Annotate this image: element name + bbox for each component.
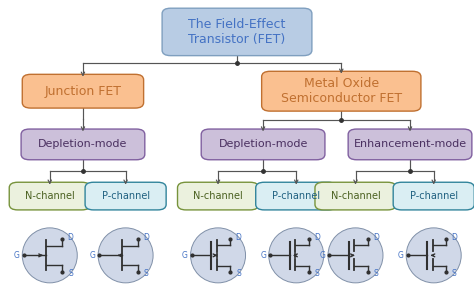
Ellipse shape	[191, 228, 246, 283]
Text: P-channel: P-channel	[410, 191, 458, 201]
Text: D: D	[451, 233, 457, 242]
Text: The Field-Effect
Transistor (FET): The Field-Effect Transistor (FET)	[188, 18, 286, 46]
Ellipse shape	[406, 228, 461, 283]
FancyBboxPatch shape	[162, 8, 312, 56]
Text: P-channel: P-channel	[101, 191, 150, 201]
Text: G: G	[319, 251, 326, 260]
FancyBboxPatch shape	[177, 182, 259, 210]
Text: D: D	[67, 233, 73, 242]
Text: S: S	[144, 269, 149, 278]
FancyBboxPatch shape	[21, 129, 145, 160]
Ellipse shape	[269, 228, 324, 283]
Text: G: G	[260, 251, 266, 260]
Text: D: D	[314, 233, 320, 242]
Text: G: G	[90, 251, 96, 260]
Text: Metal Oxide
Semiconductor FET: Metal Oxide Semiconductor FET	[281, 77, 402, 105]
FancyBboxPatch shape	[348, 129, 472, 160]
Text: D: D	[373, 233, 379, 242]
Text: S: S	[374, 269, 379, 278]
Text: S: S	[68, 269, 73, 278]
Text: Depletion-mode: Depletion-mode	[38, 140, 128, 149]
Text: G: G	[14, 251, 20, 260]
FancyBboxPatch shape	[22, 74, 144, 108]
Text: G: G	[182, 251, 188, 260]
FancyBboxPatch shape	[393, 182, 474, 210]
Text: S: S	[452, 269, 457, 278]
Ellipse shape	[328, 228, 383, 283]
FancyBboxPatch shape	[262, 71, 421, 111]
FancyBboxPatch shape	[315, 182, 396, 210]
Text: N-channel: N-channel	[25, 191, 74, 201]
Text: D: D	[143, 233, 149, 242]
Text: P-channel: P-channel	[272, 191, 320, 201]
Text: Enhancement-mode: Enhancement-mode	[354, 140, 466, 149]
Text: N-channel: N-channel	[193, 191, 243, 201]
Text: D: D	[236, 233, 242, 242]
Text: Depletion-mode: Depletion-mode	[219, 140, 308, 149]
Text: S: S	[236, 269, 241, 278]
FancyBboxPatch shape	[255, 182, 337, 210]
FancyBboxPatch shape	[9, 182, 90, 210]
Ellipse shape	[22, 228, 77, 283]
Text: N-channel: N-channel	[331, 191, 380, 201]
Text: S: S	[314, 269, 319, 278]
FancyBboxPatch shape	[201, 129, 325, 160]
Text: Junction FET: Junction FET	[45, 85, 121, 98]
Ellipse shape	[98, 228, 153, 283]
FancyBboxPatch shape	[85, 182, 166, 210]
Text: G: G	[398, 251, 404, 260]
